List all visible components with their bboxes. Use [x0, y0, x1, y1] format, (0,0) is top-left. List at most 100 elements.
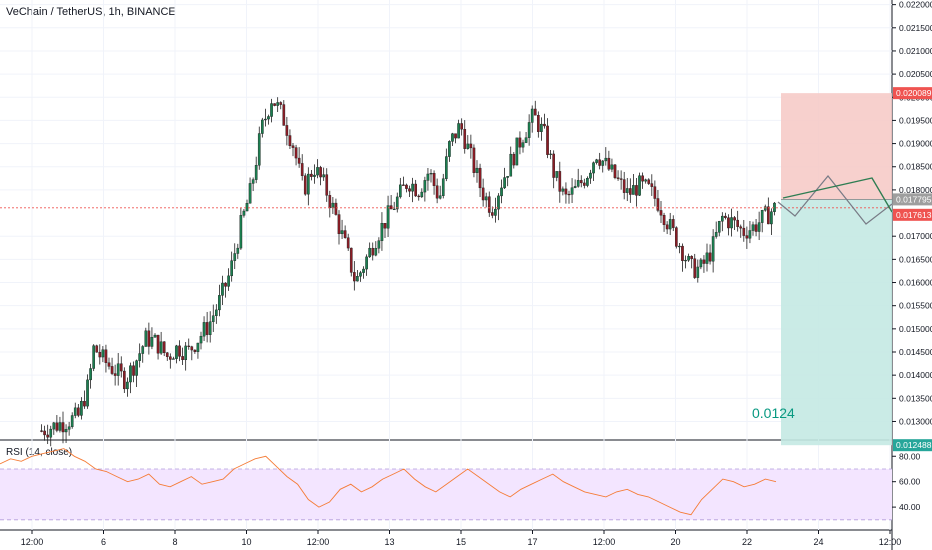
candle [178, 345, 181, 357]
candle [579, 180, 583, 184]
candle [687, 255, 690, 261]
candle [297, 157, 301, 164]
candle [285, 125, 289, 136]
time-tick-label: 12:00 [307, 537, 330, 547]
candle [721, 215, 724, 222]
candle [214, 309, 218, 316]
candle [144, 330, 148, 347]
candle [328, 195, 332, 209]
time-tick-label: 12:00 [21, 537, 44, 547]
current-price-label-bg [893, 193, 932, 206]
candle [708, 252, 712, 262]
candle [441, 178, 445, 196]
candles [40, 97, 776, 447]
candle [619, 178, 623, 180]
candle [647, 179, 651, 184]
time-tick-label: 12:00 [879, 537, 902, 547]
candle [463, 128, 467, 149]
candle [383, 222, 387, 229]
candle [374, 248, 378, 256]
candle [622, 179, 626, 193]
candle [233, 253, 237, 261]
candle [343, 230, 347, 238]
candle [696, 266, 700, 278]
candle [55, 422, 59, 431]
candle [411, 183, 414, 192]
candle [310, 173, 313, 177]
current-price-label: 0.017795 [896, 194, 932, 204]
candle [518, 137, 522, 148]
candle [316, 167, 319, 176]
candle [303, 175, 307, 195]
candle [472, 147, 476, 173]
candle [487, 196, 491, 213]
candle [89, 368, 92, 381]
candle [417, 195, 421, 198]
candle [257, 133, 261, 166]
price-tick-label: 0.018000 [899, 185, 932, 195]
candle [653, 186, 657, 199]
candle [745, 235, 749, 239]
candle [199, 335, 203, 344]
price-tick-label: 0.017000 [899, 231, 932, 241]
candle [153, 334, 157, 338]
candle [337, 214, 341, 235]
price-tick-label: 0.022000 [899, 0, 932, 10]
candle [267, 116, 270, 120]
price-tick-label: 0.015000 [899, 324, 932, 334]
candle [331, 202, 335, 209]
candle [604, 157, 608, 162]
candle [205, 322, 209, 335]
candle [349, 247, 353, 273]
candle [208, 321, 212, 335]
candle [52, 422, 56, 430]
price-tick-label: 0.016000 [899, 278, 932, 288]
target-price-label: 0.012488 [896, 440, 932, 450]
candle [717, 220, 721, 233]
candle [675, 227, 678, 247]
rsi-band [0, 468, 892, 520]
candle [221, 282, 224, 296]
candle [307, 173, 310, 195]
candle [736, 219, 739, 227]
candle [742, 227, 746, 236]
candle [665, 224, 669, 230]
candle [64, 429, 68, 433]
candle [110, 366, 114, 374]
candle [190, 346, 194, 351]
candle [49, 428, 53, 438]
candle [763, 206, 767, 211]
candle [767, 206, 770, 225]
candle [98, 351, 102, 358]
candle [438, 195, 442, 199]
candle [552, 153, 555, 178]
price-tick-label: 0.013000 [899, 416, 932, 426]
price-tick-label: 0.018500 [899, 162, 932, 172]
candle [147, 330, 151, 347]
price-tick-label: 0.013500 [899, 393, 932, 403]
last-price-label-bg [893, 208, 932, 221]
candle [500, 187, 503, 197]
candle [368, 247, 371, 258]
candle [46, 434, 49, 438]
candle [288, 135, 292, 146]
candle [671, 219, 675, 228]
candle [359, 272, 362, 277]
candle [399, 184, 402, 198]
candle [610, 164, 614, 170]
candle [481, 187, 485, 201]
candle [414, 183, 417, 197]
candle [451, 133, 454, 142]
time-tick-label: 22 [742, 537, 752, 547]
candle [80, 400, 83, 416]
candle [445, 156, 448, 179]
candle [135, 360, 138, 376]
candle [245, 203, 249, 212]
candle [61, 422, 65, 433]
candle [276, 102, 279, 106]
candle [162, 341, 166, 354]
candle [300, 163, 304, 176]
time-tick-label: 17 [527, 537, 537, 547]
candle [132, 365, 135, 376]
